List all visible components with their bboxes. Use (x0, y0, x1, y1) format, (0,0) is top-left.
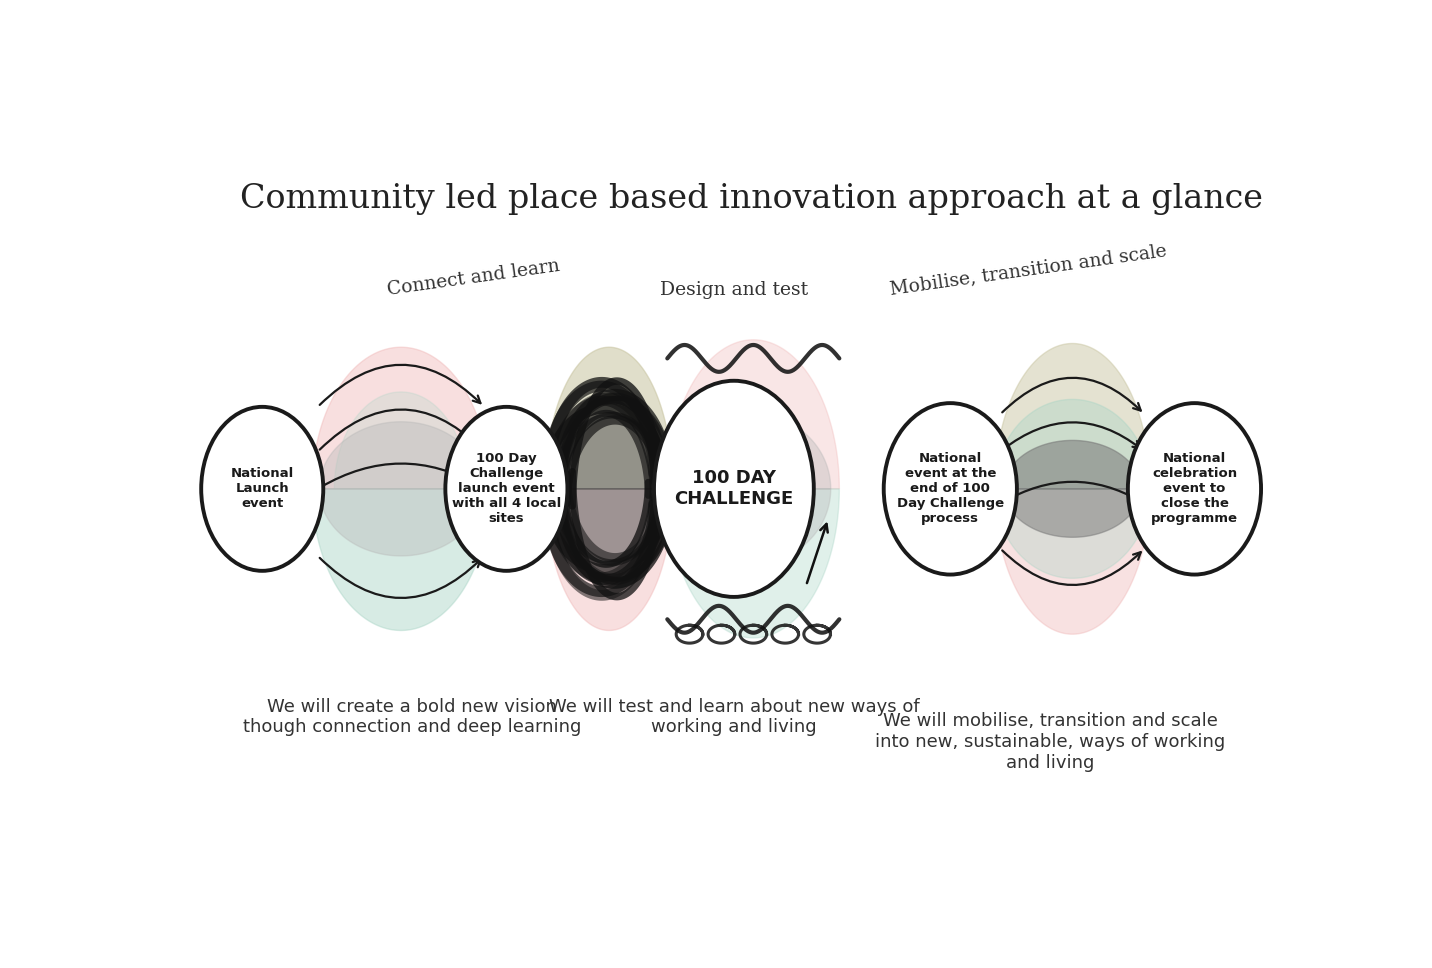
Text: We will create a bold new vision
though connection and deep learning: We will create a bold new vision though … (243, 698, 581, 737)
Polygon shape (667, 489, 839, 638)
Polygon shape (319, 489, 483, 556)
Ellipse shape (654, 380, 813, 597)
Text: We will test and learn about new ways of
working and living: We will test and learn about new ways of… (548, 698, 919, 737)
Text: Mobilise, transition and scale: Mobilise, transition and scale (888, 242, 1167, 299)
Polygon shape (995, 400, 1150, 489)
Text: 100 Day
Challenge
launch event
with all 4 local
sites: 100 Day Challenge launch event with all … (451, 452, 561, 526)
Ellipse shape (1128, 403, 1262, 575)
Polygon shape (553, 489, 666, 563)
Polygon shape (319, 422, 483, 489)
Polygon shape (995, 489, 1150, 634)
Text: National
celebration
event to
close the
programme: National celebration event to close the … (1151, 452, 1239, 526)
Polygon shape (312, 348, 490, 489)
Polygon shape (335, 392, 467, 489)
Ellipse shape (445, 407, 567, 571)
Polygon shape (312, 489, 490, 630)
Text: Connect and learn: Connect and learn (385, 257, 560, 299)
Polygon shape (995, 489, 1150, 578)
Polygon shape (1004, 489, 1141, 537)
Text: National
Launch
event: National Launch event (231, 468, 294, 510)
Ellipse shape (200, 407, 324, 571)
Polygon shape (667, 340, 839, 489)
Polygon shape (546, 348, 673, 489)
Text: National
event at the
end of 100
Day Challenge
process: National event at the end of 100 Day Cha… (896, 452, 1004, 526)
Text: 100 DAY
CHALLENGE: 100 DAY CHALLENGE (674, 469, 793, 508)
Text: We will mobilise, transition and scale
into new, sustainable, ways of working
an: We will mobilise, transition and scale i… (875, 712, 1226, 772)
Polygon shape (676, 489, 831, 563)
Polygon shape (676, 414, 831, 489)
Polygon shape (1004, 440, 1141, 489)
Ellipse shape (884, 403, 1017, 575)
Polygon shape (995, 344, 1150, 489)
Polygon shape (546, 489, 673, 630)
Polygon shape (553, 414, 666, 489)
Text: Community led place based innovation approach at a glance: Community led place based innovation app… (241, 183, 1263, 215)
Text: Design and test: Design and test (660, 281, 808, 299)
